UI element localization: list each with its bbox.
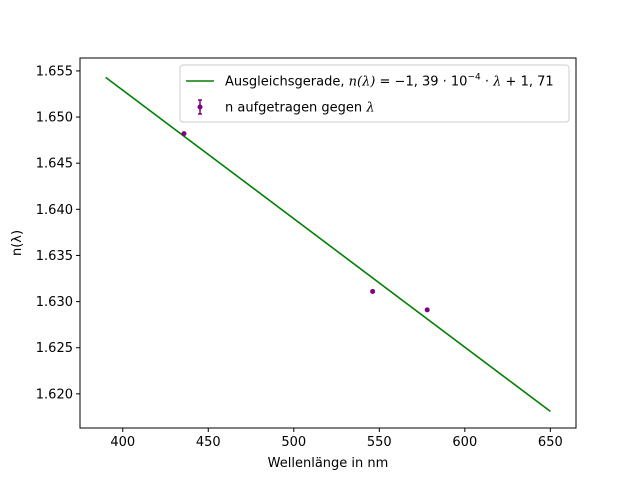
x-axis-label: Wellenlänge in nm (268, 456, 389, 471)
data-point (424, 307, 430, 313)
data-point (370, 288, 376, 294)
data-point (181, 131, 187, 137)
y-tick-label: 1.620 (36, 387, 73, 402)
y-tick-label: 1.630 (36, 295, 73, 310)
y-axis-label: n(λ) (10, 230, 25, 256)
y-tick-label: 1.655 (36, 64, 73, 79)
x-tick-label: 550 (367, 435, 392, 450)
legend-point-swatch (197, 104, 203, 110)
x-tick-label: 450 (196, 435, 221, 450)
x-tick-label: 600 (452, 435, 477, 450)
y-tick-label: 1.635 (36, 249, 73, 264)
y-tick-label: 1.640 (36, 203, 73, 218)
x-axis-ticks: 400 450 500 550 600 650 (110, 428, 563, 450)
legend-points-label: n aufgetragen gegen λ (225, 101, 375, 116)
y-tick-label: 1.625 (36, 341, 73, 356)
y-tick-label: 1.650 (36, 111, 73, 126)
legend: Ausgleichsgerade, n(λ) = −1, 39 · 10−4 ·… (179, 64, 570, 123)
x-tick-label: 650 (538, 435, 563, 450)
axes-frame (79, 57, 577, 429)
y-tick-label: 1.645 (36, 157, 73, 172)
x-tick-label: 400 (110, 435, 135, 450)
legend-line-label: Ausgleichsgerade, n(λ) = −1, 39 · 10−4 ·… (225, 73, 554, 90)
legend-box (179, 64, 570, 123)
x-tick-label: 500 (281, 435, 306, 450)
y-axis-ticks: 1.620 1.625 1.630 1.635 1.640 1.645 1.650 1.655 (36, 64, 80, 402)
fit-line (105, 76, 551, 413)
plot-area (105, 76, 551, 413)
